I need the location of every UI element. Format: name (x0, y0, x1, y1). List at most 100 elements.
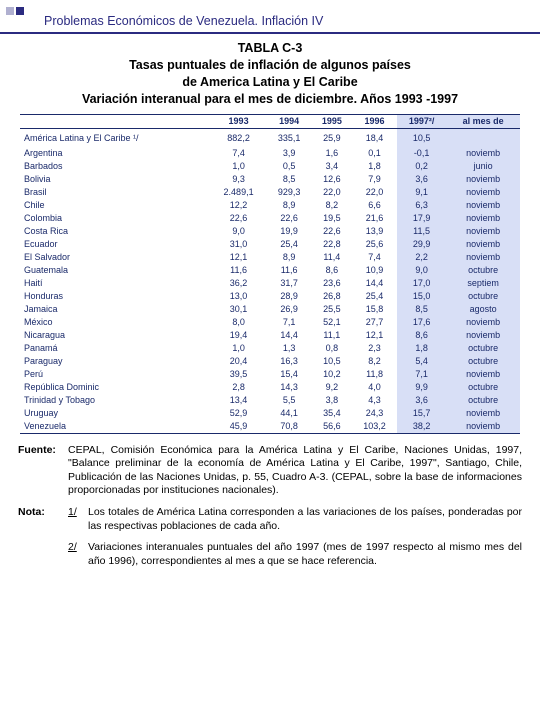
table-row: México8,07,152,127,717,6noviemb (20, 316, 520, 329)
cell-value: 14,4 (352, 277, 397, 290)
cell-value: 12,1 (352, 329, 397, 342)
cell-value: 1,0 (210, 160, 266, 173)
cell-value: 9,1 (397, 186, 446, 199)
cell-value: 8,2 (311, 199, 352, 212)
table-row: Guatemala11,611,68,610,99,0octubre (20, 264, 520, 277)
cell-value: 28,9 (267, 290, 312, 303)
cell-value: 17,0 (397, 277, 446, 290)
cell-value: noviemb (446, 147, 520, 160)
cell-value: 7,4 (210, 147, 266, 160)
cell-value: 52,9 (210, 407, 266, 420)
cell-value: 15,8 (352, 303, 397, 316)
cell-value: noviemb (446, 251, 520, 264)
cell-value: 7,9 (352, 173, 397, 186)
cell-value: noviemb (446, 316, 520, 329)
col-1994: 1994 (267, 114, 312, 128)
nota-label: Nota: (18, 506, 68, 533)
cell-value: 22,6 (210, 212, 266, 225)
cell-value: 1,8 (352, 160, 397, 173)
cell-value: 26,9 (267, 303, 312, 316)
table-region-row: América Latina y El Caribe ¹/882,2335,12… (20, 128, 520, 147)
cell-value: noviemb (446, 225, 520, 238)
cell-value: 17,9 (397, 212, 446, 225)
col-1993: 1993 (210, 114, 266, 128)
country-name: Uruguay (20, 407, 210, 420)
cell-value: 35,4 (311, 407, 352, 420)
cell-value: 2,8 (210, 381, 266, 394)
cell-value: 16,3 (267, 355, 312, 368)
nota-2-text: Variaciones interanuales puntuales del a… (88, 541, 522, 568)
caption-line-4: Variación interanual para el mes de dici… (14, 91, 526, 108)
cell-value: noviemb (446, 407, 520, 420)
cell-value: 0,5 (267, 160, 312, 173)
inflation-table: 1993 1994 1995 1996 1997²/ al mes de Amé… (20, 114, 520, 434)
region-val: 25,9 (311, 128, 352, 147)
region-val: 882,2 (210, 128, 266, 147)
cell-value: 10,9 (352, 264, 397, 277)
cell-value: 52,1 (311, 316, 352, 329)
cell-value: 7,4 (352, 251, 397, 264)
nota-1-row: Nota: 1/ Los totales de América Latina c… (18, 506, 522, 533)
cell-value: 9,9 (397, 381, 446, 394)
cell-value: 8,6 (397, 329, 446, 342)
cell-value: 1,6 (311, 147, 352, 160)
cell-value: 20,4 (210, 355, 266, 368)
cell-value: 5,4 (397, 355, 446, 368)
cell-value: 8,6 (311, 264, 352, 277)
table-row: Jamaica30,126,925,515,88,5agosto (20, 303, 520, 316)
col-country (20, 114, 210, 128)
table-row: Bolivia9,38,512,67,93,6noviemb (20, 173, 520, 186)
cell-value: 25,4 (267, 238, 312, 251)
nota-2-label: 2/ (68, 541, 88, 568)
cell-value: 0,2 (397, 160, 446, 173)
cell-value: 10,2 (311, 368, 352, 381)
cell-value: junio (446, 160, 520, 173)
cell-value: 36,2 (210, 277, 266, 290)
footnotes: Fuente: CEPAL, Comisión Económica para l… (0, 434, 540, 569)
table-row: Venezuela45,970,856,6103,238,2noviemb (20, 420, 520, 434)
cell-value: octubre (446, 394, 520, 407)
caption-line-1: TABLA C-3 (14, 40, 526, 57)
country-name: República Dominic (20, 381, 210, 394)
cell-value: 8,0 (210, 316, 266, 329)
caption-line-3: de America Latina y El Caribe (14, 74, 526, 91)
cell-value: 0,8 (311, 342, 352, 355)
country-name: Colombia (20, 212, 210, 225)
country-name: Bolivia (20, 173, 210, 186)
cell-value: 29,9 (397, 238, 446, 251)
cell-value: octubre (446, 342, 520, 355)
cell-value: 9,3 (210, 173, 266, 186)
table-row: Colombia22,622,619,521,617,9noviemb (20, 212, 520, 225)
country-name: México (20, 316, 210, 329)
cell-value: 25,5 (311, 303, 352, 316)
region-val: 335,1 (267, 128, 312, 147)
country-name: Perú (20, 368, 210, 381)
cell-value: 15,7 (397, 407, 446, 420)
caption-line-2: Tasas puntuales de inflación de algunos … (14, 57, 526, 74)
cell-value: noviemb (446, 420, 520, 434)
cell-value: 9,2 (311, 381, 352, 394)
region-val (446, 128, 520, 147)
cell-value: 31,0 (210, 238, 266, 251)
cell-value: 12,2 (210, 199, 266, 212)
cell-value: 31,7 (267, 277, 312, 290)
table-row: Chile12,28,98,26,66,3noviemb (20, 199, 520, 212)
cell-value: 3,8 (311, 394, 352, 407)
col-1996: 1996 (352, 114, 397, 128)
nota-1-label: 1/ (68, 506, 88, 533)
cell-value: 13,4 (210, 394, 266, 407)
nota-2-row: 2/ Variaciones interanuales puntuales de… (18, 541, 522, 568)
cell-value: 3,6 (397, 394, 446, 407)
cell-value: 3,6 (397, 173, 446, 186)
table-row: Uruguay52,944,135,424,315,7noviemb (20, 407, 520, 420)
country-name: Ecuador (20, 238, 210, 251)
col-1997: 1997²/ (397, 114, 446, 128)
country-name: Paraguay (20, 355, 210, 368)
table-row: Perú39,515,410,211,87,1noviemb (20, 368, 520, 381)
col-month: al mes de (446, 114, 520, 128)
country-name: Trinidad y Tobago (20, 394, 210, 407)
cell-value: 7,1 (397, 368, 446, 381)
col-1995: 1995 (311, 114, 352, 128)
cell-value: 22,8 (311, 238, 352, 251)
cell-value: 8,9 (267, 251, 312, 264)
